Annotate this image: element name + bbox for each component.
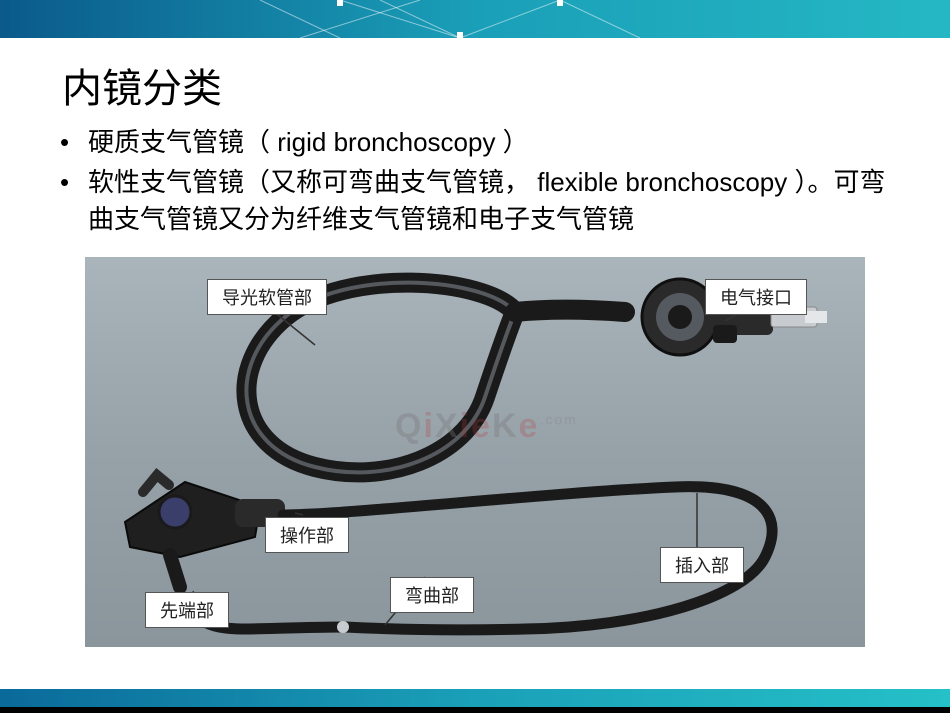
label-tip: 先端部 <box>145 592 229 628</box>
label-light-guide: 导光软管部 <box>207 279 327 315</box>
bullet-list: 硬质支气管镜（ rigid bronchoscopy ） 软性支气管镜（又称可弯… <box>54 124 902 239</box>
bullet-item: 硬质支气管镜（ rigid bronchoscopy ） <box>54 124 902 162</box>
label-insertion: 插入部 <box>660 547 744 583</box>
label-operation: 操作部 <box>265 517 349 553</box>
bullet-item: 软性支气管镜（又称可弯曲支气管镜， flexible bronchoscopy … <box>54 164 902 239</box>
label-electrical: 电气接口 <box>705 279 807 315</box>
banner-network-icon <box>0 0 950 38</box>
bronchoscope-diagram: QiXieKe.com 导光软管部 电气接口 操作部 先端部 弯曲部 插入部 <box>85 257 865 647</box>
top-banner <box>0 0 950 38</box>
bottom-banner <box>0 689 950 707</box>
slide-content: 内镜分类 硬质支气管镜（ rigid bronchoscopy ） 软性支气管镜… <box>0 38 950 647</box>
slide-title: 内镜分类 <box>62 56 902 114</box>
label-bending: 弯曲部 <box>390 577 474 613</box>
bronchoscope-drawing-icon <box>85 257 865 647</box>
bottom-shadow <box>0 707 950 713</box>
